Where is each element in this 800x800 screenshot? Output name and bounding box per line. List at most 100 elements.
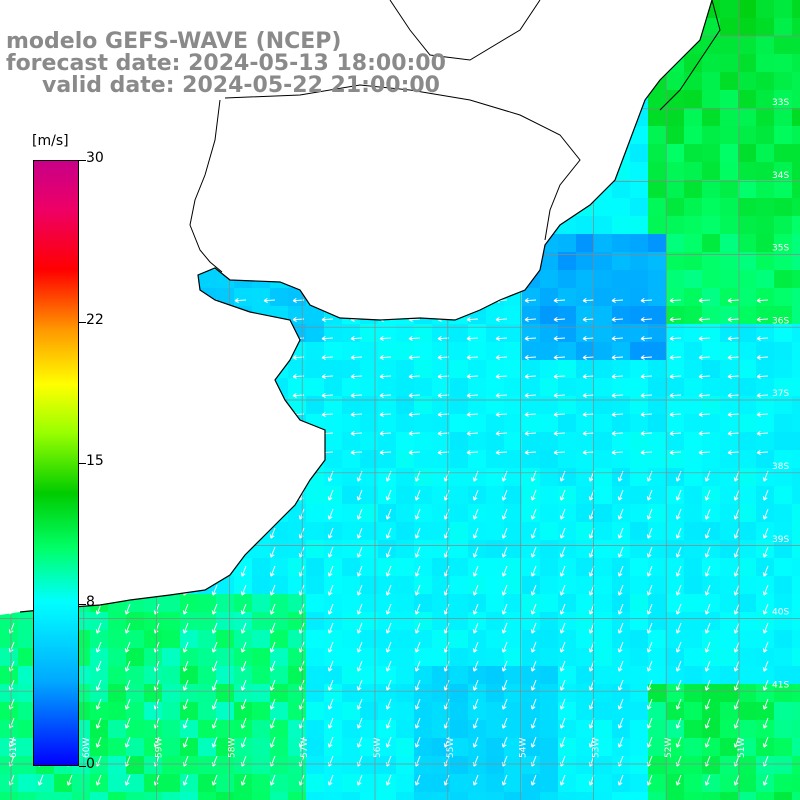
field-cell <box>504 720 522 738</box>
border-line <box>389 0 541 61</box>
field-cell <box>540 450 558 468</box>
wind-arrow <box>495 316 508 322</box>
wind-arrow <box>356 736 363 748</box>
field-cell <box>504 378 522 396</box>
field-cell <box>720 252 738 270</box>
field-cell <box>72 774 90 792</box>
field-cell <box>756 432 774 450</box>
wind-arrow <box>472 622 479 634</box>
field-cell <box>504 630 522 648</box>
wind-arrow <box>559 717 566 729</box>
field-cell <box>594 252 612 270</box>
field-cell <box>594 522 612 540</box>
field-cell <box>432 576 450 594</box>
field-cell <box>756 0 774 18</box>
wind-arrow <box>472 527 479 539</box>
wind-arrow <box>124 679 131 691</box>
field-cell <box>342 522 360 540</box>
wind-arrow <box>414 622 421 634</box>
field-cell <box>738 378 756 396</box>
field-cell <box>648 540 666 558</box>
field-cell <box>198 774 216 792</box>
field-cell <box>522 756 540 774</box>
field-cell <box>540 630 558 648</box>
field-cell <box>306 720 324 738</box>
field-cell <box>630 270 648 288</box>
field-cell <box>270 594 288 612</box>
field-cell <box>702 450 720 468</box>
wind-arrow <box>408 430 421 436</box>
field-cell <box>468 756 486 774</box>
field-cell <box>738 270 756 288</box>
field-cell <box>594 288 612 306</box>
field-cell <box>738 252 756 270</box>
field-cell <box>468 558 486 576</box>
field-cell <box>360 360 378 378</box>
wind-arrow <box>269 698 276 710</box>
field-cell <box>540 432 558 450</box>
wind-arrow <box>530 660 537 672</box>
field-cell <box>774 108 792 126</box>
field-cell <box>396 432 414 450</box>
field-cell <box>432 396 450 414</box>
field-cell <box>594 378 612 396</box>
field-cell <box>18 612 36 630</box>
field-cell <box>774 216 792 234</box>
field-cell <box>792 684 800 702</box>
wind-arrow <box>269 717 276 729</box>
field-cell <box>360 522 378 540</box>
wind-arrow <box>524 411 537 417</box>
field-cell <box>18 738 36 756</box>
field-cell <box>324 414 342 432</box>
field-cell <box>648 342 666 360</box>
field-cell <box>414 576 432 594</box>
wind-arrow <box>472 698 479 710</box>
field-cell <box>144 648 162 666</box>
field-cell <box>738 558 756 576</box>
field-cell <box>594 738 612 756</box>
field-cell <box>342 360 360 378</box>
field-cell <box>702 540 720 558</box>
field-cell <box>648 414 666 432</box>
field-cell <box>396 594 414 612</box>
wind-arrow <box>414 603 421 615</box>
field-cell <box>306 576 324 594</box>
field-cell <box>486 774 504 792</box>
wind-arrow <box>95 736 102 748</box>
field-cell <box>360 630 378 648</box>
field-cell <box>702 54 720 72</box>
wind-arrow <box>472 717 479 729</box>
field-cell <box>378 486 396 504</box>
wind-arrow <box>559 565 566 577</box>
field-cell <box>252 558 270 576</box>
field-cell <box>630 738 648 756</box>
field-cell <box>306 486 324 504</box>
field-cell <box>486 540 504 558</box>
field-cell <box>666 342 684 360</box>
field-cell <box>378 396 396 414</box>
field-cell <box>126 648 144 666</box>
field-cell <box>792 0 800 18</box>
wind-arrow <box>530 622 537 634</box>
field-cell <box>0 720 18 738</box>
field-cell <box>108 612 126 630</box>
field-cell <box>306 540 324 558</box>
field-cell <box>666 288 684 306</box>
wind-arrow <box>762 641 769 653</box>
field-cell <box>648 558 666 576</box>
wind-arrow <box>524 449 537 455</box>
field-cell <box>486 522 504 540</box>
border-line <box>224 84 581 241</box>
field-cell <box>0 774 18 792</box>
wind-arrow <box>495 392 508 398</box>
field-cell <box>576 792 594 800</box>
field-cell <box>324 738 342 756</box>
field-cell <box>324 396 342 414</box>
field-cell <box>378 612 396 630</box>
field-cell <box>666 414 684 432</box>
field-cell <box>720 90 738 108</box>
wind-arrow <box>582 297 595 303</box>
field-cell <box>450 792 468 800</box>
field-cell <box>180 702 198 720</box>
field-cell <box>360 594 378 612</box>
